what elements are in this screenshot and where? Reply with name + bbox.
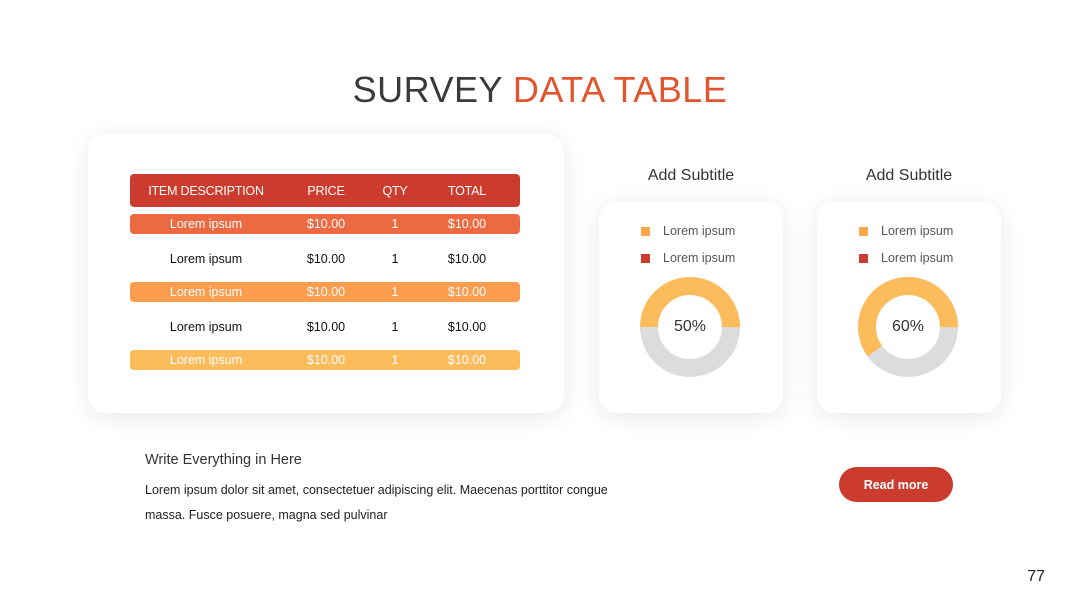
cell-total: $10.00 bbox=[447, 353, 487, 367]
title-part-1: SURVEY bbox=[352, 69, 503, 111]
header-qty: QTY bbox=[382, 183, 408, 198]
cell-price: $10.00 bbox=[306, 217, 346, 231]
data-table-card: ITEM DESCRIPTION PRICE QTY TOTAL Lorem i… bbox=[88, 134, 564, 413]
cell-description: Lorem ipsum bbox=[169, 320, 243, 334]
cell-total: $10.00 bbox=[447, 217, 487, 231]
legend-swatch bbox=[859, 253, 868, 263]
donut-chart-2 bbox=[858, 277, 958, 377]
cell-price: $10.00 bbox=[306, 285, 346, 299]
page-number: 77 bbox=[1027, 568, 1045, 585]
legend-swatch bbox=[859, 226, 868, 236]
slide-title: SURVEY DATA TABLE bbox=[0, 69, 1080, 111]
legend-label: Lorem ipsum bbox=[663, 224, 736, 238]
header-item-description: ITEM DESCRIPTION bbox=[148, 183, 264, 198]
text-body: Lorem ipsum dolor sit amet, consectetuer… bbox=[145, 483, 608, 522]
legend-item: Lorem ipsum bbox=[641, 251, 735, 265]
cell-description: Lorem ipsum bbox=[169, 353, 243, 367]
donut-value-label: 60% bbox=[891, 318, 925, 335]
cell-price: $10.00 bbox=[306, 252, 346, 266]
cell-qty: 1 bbox=[391, 252, 399, 266]
donut-arc bbox=[858, 277, 958, 377]
cell-qty: 1 bbox=[391, 353, 399, 367]
cell-total: $10.00 bbox=[447, 320, 487, 334]
cell-price: $10.00 bbox=[306, 353, 346, 367]
legend-label: Lorem ipsum bbox=[663, 251, 736, 265]
legend-label: Lorem ipsum bbox=[881, 251, 954, 265]
table-row: Lorem ipsum $10.00 1 $10.00 bbox=[130, 350, 520, 370]
legend-swatch bbox=[641, 253, 650, 263]
cell-description: Lorem ipsum bbox=[169, 252, 243, 266]
legend-item: Lorem ipsum bbox=[859, 224, 953, 238]
cell-total: $10.00 bbox=[447, 285, 487, 299]
legend-item: Lorem ipsum bbox=[859, 251, 953, 265]
header-price: PRICE bbox=[307, 183, 345, 198]
chart-1-card: Lorem ipsum Lorem ipsum 50% bbox=[599, 201, 783, 413]
text-heading: Write Everything in Here bbox=[145, 452, 302, 468]
chart-2-card: Lorem ipsum Lorem ipsum 60% bbox=[817, 201, 1001, 413]
table-header-row: ITEM DESCRIPTION PRICE QTY TOTAL bbox=[130, 174, 520, 207]
legend-swatch bbox=[641, 226, 650, 236]
read-more-button[interactable]: Read more bbox=[839, 467, 953, 502]
cell-total: $10.00 bbox=[447, 252, 487, 266]
cell-price: $10.00 bbox=[306, 320, 346, 334]
chart-2-subtitle: Add Subtitle bbox=[865, 167, 953, 184]
donut-arc bbox=[640, 277, 740, 377]
cell-description: Lorem ipsum bbox=[169, 217, 243, 231]
table-row: Lorem ipsum $10.00 1 $10.00 bbox=[130, 214, 520, 234]
cell-description: Lorem ipsum bbox=[169, 285, 243, 299]
cell-qty: 1 bbox=[391, 217, 399, 231]
cell-qty: 1 bbox=[391, 285, 399, 299]
table-row: Lorem ipsum $10.00 1 $10.00 bbox=[130, 249, 520, 269]
chart-1-subtitle: Add Subtitle bbox=[647, 167, 735, 184]
table-row: Lorem ipsum $10.00 1 $10.00 bbox=[130, 317, 520, 337]
cell-qty: 1 bbox=[391, 320, 399, 334]
table-row: Lorem ipsum $10.00 1 $10.00 bbox=[130, 282, 520, 302]
donut-value-label: 50% bbox=[673, 318, 707, 335]
title-part-2: DATA TABLE bbox=[512, 69, 728, 111]
donut-chart-1 bbox=[640, 277, 740, 377]
legend-label: Lorem ipsum bbox=[881, 224, 954, 238]
header-total: TOTAL bbox=[447, 183, 487, 198]
legend-item: Lorem ipsum bbox=[641, 224, 735, 238]
